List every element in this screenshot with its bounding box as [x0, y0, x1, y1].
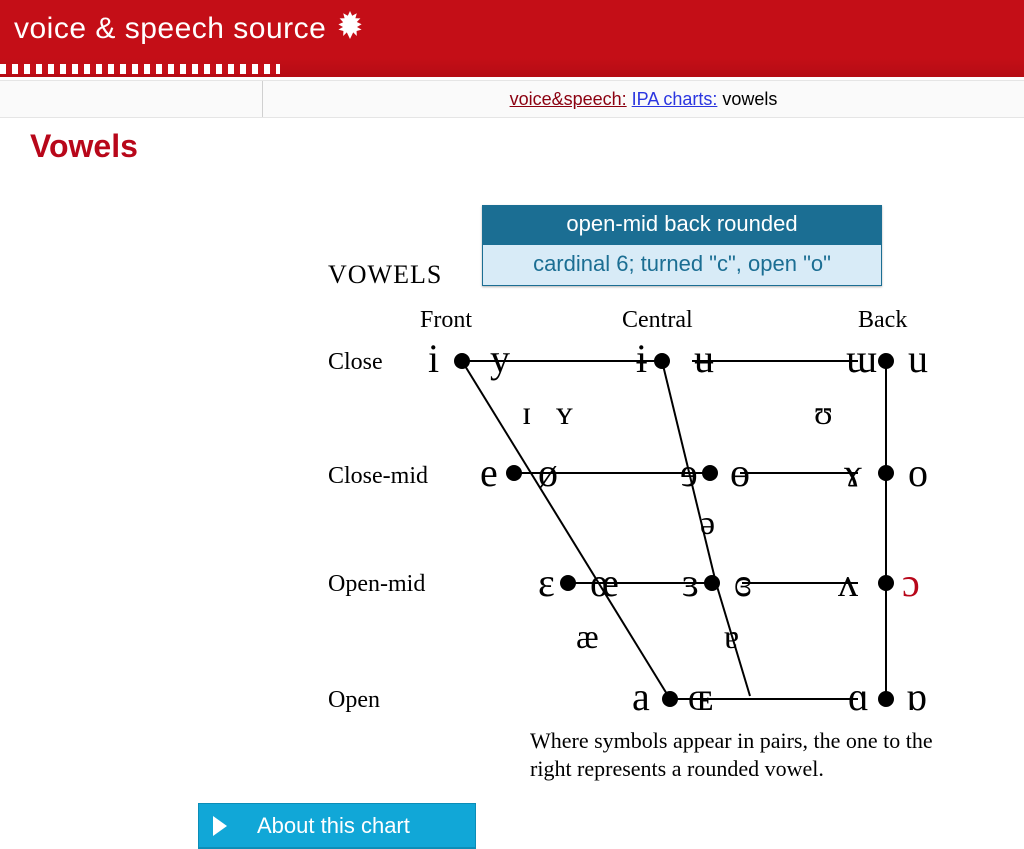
vowel-script-a[interactable]: ɑ — [848, 677, 869, 717]
breadcrumb-current: vowels — [722, 89, 777, 109]
site-brand: voice & speech source — [14, 12, 326, 46]
breadcrumb-section[interactable]: IPA charts: — [632, 89, 718, 109]
vowel-upsilon[interactable]: ʊ — [814, 397, 833, 431]
vowel-turned-m[interactable]: ɯ — [846, 339, 877, 379]
tooltip-title: open-mid back rounded — [482, 205, 882, 245]
vowel-tooltip: open-mid back rounded cardinal 6; turned… — [482, 205, 882, 286]
breadcrumb-links: voice&speech: IPA charts: vowels — [263, 89, 1024, 110]
vowel-o-slash[interactable]: ø — [538, 453, 558, 493]
vowel-e[interactable]: e — [480, 453, 498, 493]
vowel-reversed-e[interactable]: ɘ — [680, 453, 698, 493]
vowel-rams-horn[interactable]: ɤ — [844, 453, 862, 493]
vowel-barred-i[interactable]: ɨ — [636, 339, 647, 379]
vowel-o[interactable]: o — [908, 453, 928, 493]
about-chart-label: About this chart — [257, 813, 410, 839]
vowel-epsilon[interactable]: ɛ — [538, 563, 555, 603]
vowel-i[interactable]: i — [428, 339, 439, 379]
site-banner: voice & speech source — [0, 0, 1024, 58]
column-label: Front — [420, 307, 472, 334]
row-label: Close-mid — [328, 463, 428, 490]
vowel-barred-o[interactable]: ɵ — [730, 453, 750, 493]
arrow-right-icon — [213, 816, 227, 836]
vowel-a[interactable]: a — [632, 677, 650, 717]
column-label: Central — [622, 307, 693, 334]
breadcrumb: voice&speech: IPA charts: vowels — [0, 80, 1024, 118]
vowel-y[interactable]: y — [490, 339, 510, 379]
vowel-closed-reversed-epsilon[interactable]: ɞ — [734, 563, 752, 603]
vowel-small-y[interactable]: ʏ — [556, 397, 573, 431]
vowel-small-oe[interactable]: ɶ — [688, 677, 713, 717]
vowel-turned-script-a[interactable]: ɒ — [906, 677, 927, 717]
vowel-u[interactable]: u — [908, 339, 928, 379]
vowel-oe[interactable]: œ — [590, 563, 619, 603]
vowel-small-i[interactable]: ɪ — [522, 397, 531, 431]
banner-divider — [0, 58, 1024, 80]
vowel-turned-v[interactable]: ʌ — [838, 563, 858, 603]
vowel-reversed-epsilon[interactable]: ɜ — [682, 563, 699, 603]
row-label: Open — [328, 687, 380, 714]
breadcrumb-home[interactable]: voice&speech: — [510, 89, 627, 109]
chart-heading: VOWELS — [328, 260, 442, 290]
chart-caption: Where symbols appear in pairs, the one t… — [530, 727, 950, 782]
chart-skeleton — [420, 331, 920, 731]
vowel-barred-u[interactable]: ʉ — [694, 339, 714, 379]
about-chart-button[interactable]: About this chart — [198, 803, 476, 849]
maple-leaf-icon — [332, 9, 368, 50]
vowel-schwa[interactable]: ə — [700, 507, 715, 541]
page-title: Vowels — [30, 128, 1024, 165]
column-label: Back — [858, 307, 907, 334]
vowel-turned-a[interactable]: ɐ — [724, 621, 739, 655]
row-label: Close — [328, 349, 383, 376]
row-label: Open-mid — [328, 571, 425, 598]
breadcrumb-spacer — [0, 81, 263, 117]
vowel-chart: VOWELS open-mid back rounded cardinal 6;… — [0, 185, 1024, 825]
tooltip-subtitle: cardinal 6; turned "c", open "o" — [482, 245, 882, 286]
vowel-ash[interactable]: æ — [576, 621, 599, 655]
vowel-open-o[interactable]: ɔ — [902, 563, 920, 603]
